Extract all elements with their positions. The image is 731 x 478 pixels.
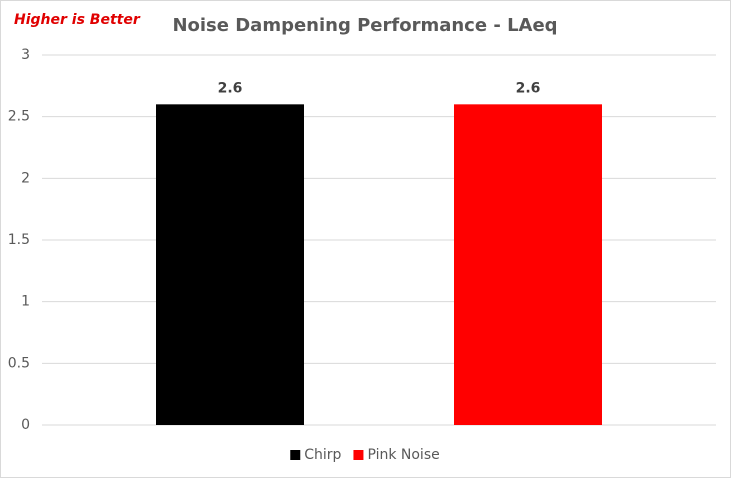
bar — [156, 104, 304, 425]
legend-label: Pink Noise — [367, 447, 439, 463]
annotation: Higher is Better — [14, 12, 141, 28]
legend-swatch — [353, 450, 364, 460]
chart-title: Noise Dampening Performance - LAeq — [172, 15, 557, 36]
y-tick-label: 2.5 — [8, 109, 30, 125]
legend-swatch — [290, 450, 301, 460]
y-tick-label: 1.5 — [8, 232, 30, 248]
legend-label: Chirp — [304, 447, 341, 463]
bar — [454, 104, 602, 425]
y-tick-label: 3 — [21, 47, 30, 63]
y-tick-label: 1 — [21, 294, 30, 310]
data-label: 2.6 — [218, 80, 243, 96]
data-label: 2.6 — [516, 80, 541, 96]
y-tick-label: 2 — [21, 170, 30, 186]
y-tick-label: 0.5 — [8, 355, 30, 371]
y-tick-label: 0 — [21, 417, 30, 433]
